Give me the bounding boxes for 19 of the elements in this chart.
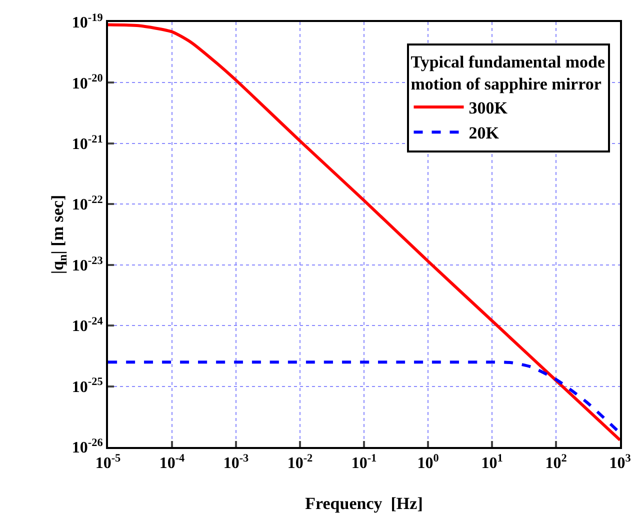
x-axis-title: Frequency [Hz] <box>305 494 423 513</box>
legend-title: Typical fundamental mode motion of sapphire mirror <box>410 52 606 94</box>
y-tick-label: 10$^{-21}$ <box>72 133 104 154</box>
x-tick-label: 10$^{-2}$ <box>287 452 314 472</box>
y-tick-label: 10$^{-19}$ <box>72 12 104 32</box>
legend-label: 20K <box>468 124 500 143</box>
y-tick-label: 10$^{-22}$ <box>72 194 104 214</box>
x-tick-label: 10$^{0}$ <box>417 452 440 472</box>
y-tick-label: 10$^{-20}$ <box>72 72 104 92</box>
legend-label: 300K <box>468 98 508 118</box>
x-tick-label: 10$^{2}$ <box>545 452 568 472</box>
x-tick-label: 10$^{-1}$ <box>351 452 378 472</box>
y-tick-label: 10$^{-25}$ <box>72 376 104 396</box>
x-tick-label: 10$^{1}$ <box>481 452 504 472</box>
y-tick-label: 10$^{-23}$ <box>72 254 104 274</box>
x-tick-label: 10$^{-4}$ <box>159 452 186 472</box>
x-tick-label: 10$^{-3}$ <box>223 452 250 472</box>
y-tick-label: 10$^{-24}$ <box>72 315 104 336</box>
x-tick-label: 10$^{3}$ <box>609 452 632 472</box>
